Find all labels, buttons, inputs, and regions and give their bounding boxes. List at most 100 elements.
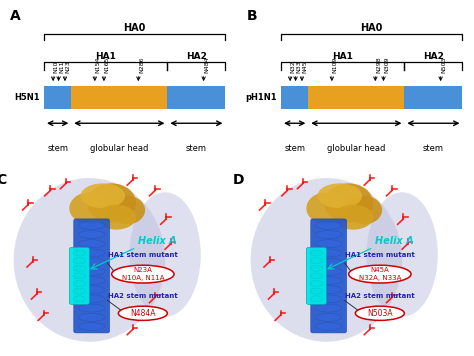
Text: N309: N309	[384, 57, 389, 73]
Ellipse shape	[310, 273, 323, 279]
FancyBboxPatch shape	[69, 247, 90, 304]
Text: N32: N32	[291, 61, 296, 73]
Ellipse shape	[315, 295, 342, 303]
Ellipse shape	[14, 178, 165, 342]
Text: pH1N1: pH1N1	[245, 93, 277, 102]
Ellipse shape	[310, 281, 323, 287]
Text: H5N1: H5N1	[14, 93, 40, 102]
Ellipse shape	[315, 249, 342, 257]
Ellipse shape	[315, 258, 342, 266]
Text: N503A: N503A	[367, 309, 392, 318]
Ellipse shape	[318, 183, 362, 208]
Text: HA2 stem mutant: HA2 stem mutant	[108, 293, 178, 299]
Ellipse shape	[73, 273, 86, 279]
Ellipse shape	[109, 196, 145, 224]
Text: HA0: HA0	[361, 23, 383, 33]
Text: HA2: HA2	[423, 52, 444, 61]
Text: HA1 stem mutant: HA1 stem mutant	[108, 252, 178, 258]
Text: Helix A: Helix A	[375, 236, 414, 246]
Ellipse shape	[78, 258, 105, 266]
Bar	[281, 86, 308, 109]
Ellipse shape	[118, 306, 167, 320]
Ellipse shape	[69, 192, 109, 224]
Text: Helix A: Helix A	[138, 236, 177, 246]
Text: N484A: N484A	[130, 309, 155, 318]
Ellipse shape	[315, 240, 342, 248]
Ellipse shape	[315, 231, 342, 239]
Text: N23A
N10A, N11A: N23A N10A, N11A	[122, 267, 164, 281]
Ellipse shape	[112, 265, 174, 283]
Text: stem: stem	[284, 143, 305, 153]
Text: N109: N109	[332, 57, 337, 73]
Ellipse shape	[310, 288, 323, 294]
Ellipse shape	[73, 265, 86, 271]
Text: N298: N298	[376, 57, 381, 73]
Text: stem: stem	[47, 143, 68, 153]
Text: B: B	[247, 9, 257, 23]
Ellipse shape	[310, 250, 323, 256]
Ellipse shape	[333, 205, 373, 230]
Ellipse shape	[73, 258, 86, 263]
Text: N23: N23	[65, 61, 71, 73]
Text: N10: N10	[54, 61, 59, 73]
Ellipse shape	[78, 295, 105, 303]
Text: C: C	[0, 173, 6, 187]
Ellipse shape	[73, 281, 86, 287]
Ellipse shape	[310, 265, 323, 271]
Bar	[71, 86, 167, 109]
Bar	[308, 86, 404, 109]
Text: HA1 stem mutant: HA1 stem mutant	[345, 252, 415, 258]
Ellipse shape	[346, 196, 382, 224]
Ellipse shape	[73, 288, 86, 294]
FancyBboxPatch shape	[311, 219, 346, 333]
Ellipse shape	[129, 192, 201, 317]
Text: stem: stem	[423, 143, 444, 153]
Ellipse shape	[96, 205, 136, 230]
Ellipse shape	[73, 296, 86, 302]
Text: N33: N33	[296, 61, 301, 73]
Ellipse shape	[81, 183, 125, 208]
Text: HA1: HA1	[95, 52, 116, 61]
Text: globular head: globular head	[327, 143, 385, 153]
Ellipse shape	[78, 323, 105, 330]
Bar	[404, 86, 462, 109]
Ellipse shape	[78, 231, 105, 239]
Ellipse shape	[315, 313, 342, 321]
Text: N45: N45	[302, 61, 308, 73]
Ellipse shape	[73, 250, 86, 256]
Ellipse shape	[315, 277, 342, 284]
FancyBboxPatch shape	[306, 247, 327, 304]
Ellipse shape	[78, 286, 105, 294]
Ellipse shape	[78, 313, 105, 321]
Ellipse shape	[78, 249, 105, 257]
Text: N154: N154	[95, 57, 100, 73]
Text: N45A
N32A, N33A: N45A N32A, N33A	[359, 267, 401, 281]
Text: A: A	[10, 9, 21, 23]
Ellipse shape	[78, 221, 105, 229]
Ellipse shape	[251, 178, 402, 342]
Text: HA0: HA0	[124, 23, 146, 33]
Ellipse shape	[87, 183, 136, 222]
Text: HA1: HA1	[332, 52, 353, 61]
Ellipse shape	[315, 323, 342, 330]
Ellipse shape	[78, 240, 105, 248]
Ellipse shape	[356, 306, 404, 320]
Ellipse shape	[349, 265, 411, 283]
Text: N503: N503	[441, 57, 446, 73]
Ellipse shape	[310, 258, 323, 263]
Bar	[44, 86, 71, 109]
Ellipse shape	[324, 183, 373, 222]
Ellipse shape	[315, 267, 342, 275]
Ellipse shape	[315, 221, 342, 229]
Text: N484: N484	[204, 57, 209, 73]
Text: N11: N11	[59, 61, 64, 73]
Bar	[167, 86, 226, 109]
Text: N165: N165	[105, 57, 109, 73]
Ellipse shape	[315, 304, 342, 312]
Ellipse shape	[366, 192, 438, 317]
Text: stem: stem	[186, 143, 207, 153]
Text: N286: N286	[139, 57, 144, 73]
Ellipse shape	[315, 286, 342, 294]
Ellipse shape	[78, 277, 105, 284]
Ellipse shape	[310, 296, 323, 302]
